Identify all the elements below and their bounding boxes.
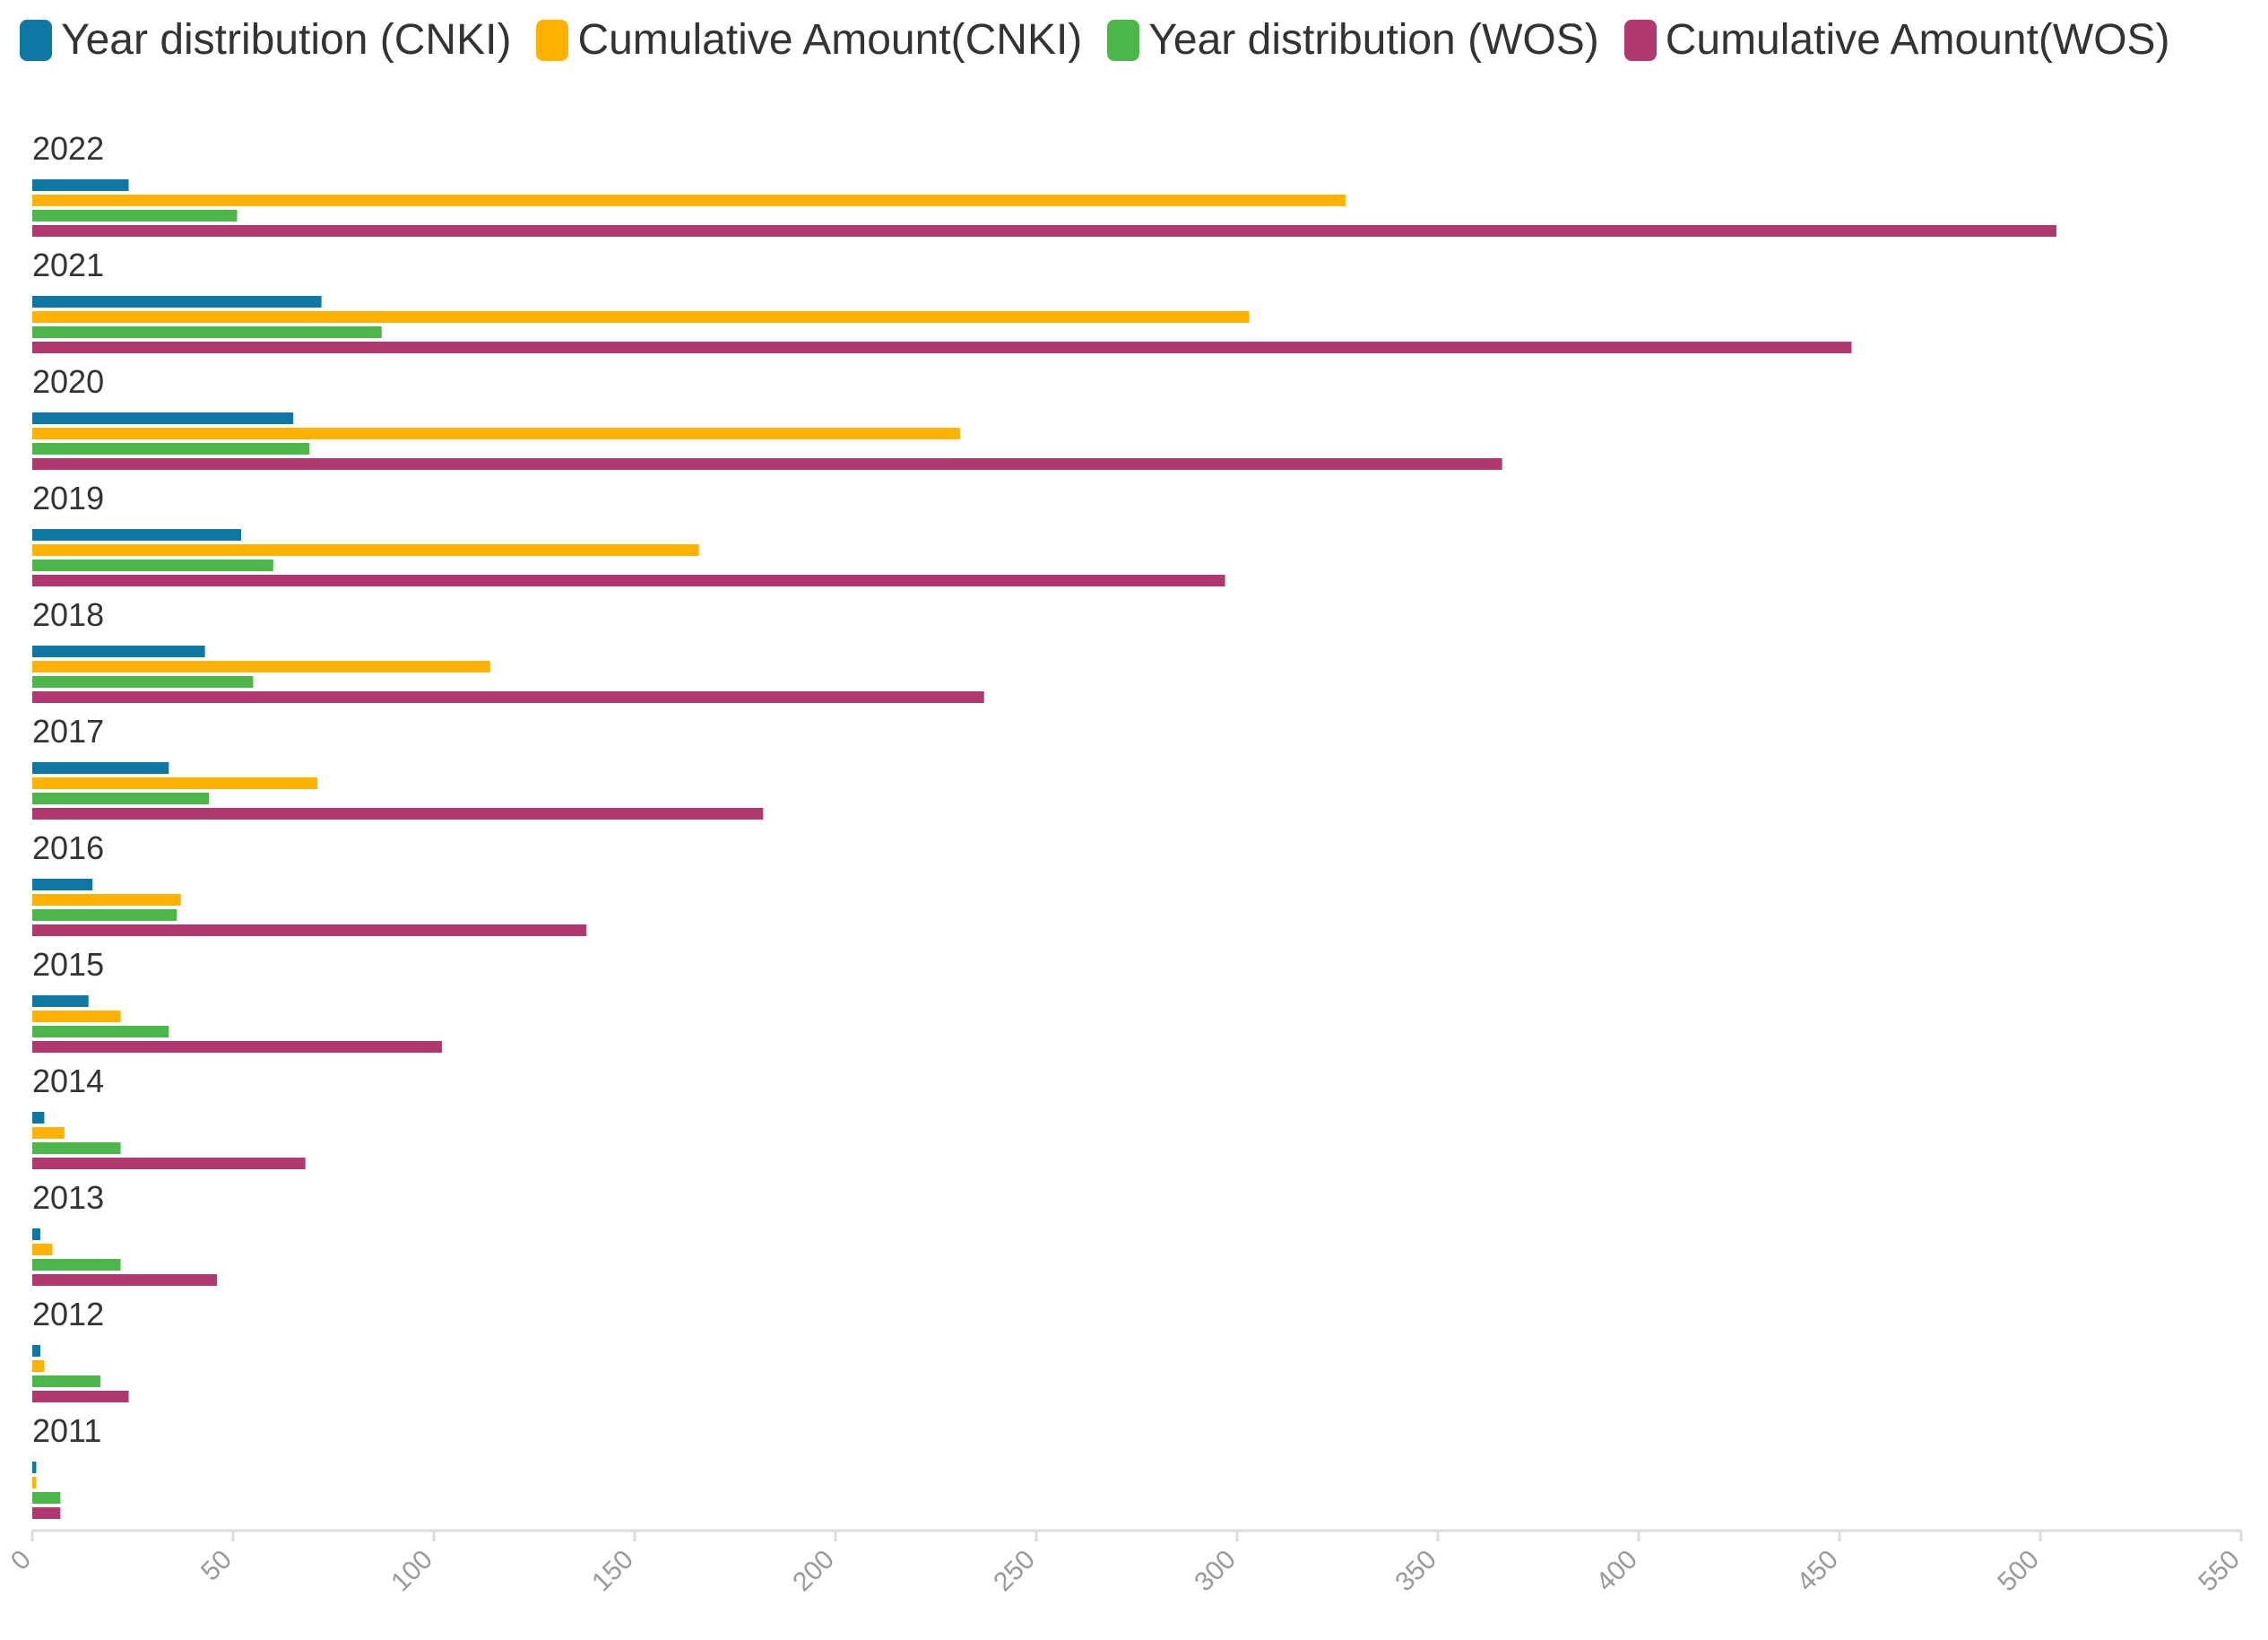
bar-2018-series-1 <box>32 646 205 657</box>
year-label-2018: 2018 <box>32 596 104 633</box>
bar-2017-series-1 <box>32 762 169 774</box>
year-label-2014: 2014 <box>32 1063 104 1099</box>
year-label-2013: 2013 <box>32 1179 104 1216</box>
bar-2011-series-2 <box>32 1477 37 1488</box>
bar-2018-series-3 <box>32 676 254 688</box>
legend-label-cumulative-cnki: Cumulative Amount(CNKI) <box>577 16 1083 64</box>
year-label-2022: 2022 <box>32 130 104 167</box>
x-tick-label-50: 50 <box>195 1545 238 1587</box>
x-tick-label-350: 350 <box>1389 1545 1442 1598</box>
bar-2018-series-4 <box>32 691 984 703</box>
legend-swatch-year-wos <box>1107 20 1140 61</box>
bar-2021-series-4 <box>32 342 1852 353</box>
bar-2015-series-4 <box>32 1041 442 1053</box>
bar-2013-series-2 <box>32 1244 53 1255</box>
legend-swatch-cumulative-cnki <box>536 20 569 61</box>
x-tick-label-400: 400 <box>1590 1545 1643 1598</box>
bar-2022-series-2 <box>32 195 1346 206</box>
legend-item-cumulative-wos[interactable]: Cumulative Amount(WOS) <box>1623 16 2170 65</box>
bar-2021-series-2 <box>32 311 1250 323</box>
x-tick-label-500: 500 <box>1992 1545 2045 1598</box>
bar-2022-series-3 <box>32 210 238 221</box>
bar-2016-series-3 <box>32 909 177 921</box>
bar-2014-series-2 <box>32 1127 65 1139</box>
bar-2012-series-4 <box>32 1391 129 1402</box>
bar-2019-series-4 <box>32 575 1225 586</box>
bar-2022-series-4 <box>32 225 2056 237</box>
bar-2020-series-3 <box>32 443 310 455</box>
bar-2014-series-3 <box>32 1142 121 1154</box>
bar-2014-series-4 <box>32 1158 306 1169</box>
legend: Year distribution (CNKI) Cumulative Amou… <box>20 16 2170 65</box>
bar-2013-series-3 <box>32 1259 121 1271</box>
bar-2019-series-1 <box>32 529 241 541</box>
bar-2015-series-1 <box>32 995 89 1007</box>
legend-swatch-year-cnki <box>20 20 52 61</box>
legend-swatch-cumulative-wos <box>1623 20 1657 61</box>
bar-2017-series-2 <box>32 777 318 789</box>
legend-label-year-cnki: Year distribution (CNKI) <box>61 16 512 64</box>
legend-item-year-cnki[interactable]: Year distribution (CNKI) <box>20 16 511 65</box>
x-tick-label-300: 300 <box>1189 1545 1242 1598</box>
bar-2017-series-4 <box>32 808 764 820</box>
legend-item-year-wos[interactable]: Year distribution (WOS) <box>1107 16 1599 65</box>
bar-2019-series-2 <box>32 544 699 556</box>
bar-2012-series-3 <box>32 1375 101 1387</box>
legend-label-year-wos: Year distribution (WOS) <box>1148 16 1599 64</box>
bar-2015-series-2 <box>32 1011 121 1022</box>
x-tick-label-150: 150 <box>586 1545 639 1598</box>
year-label-2016: 2016 <box>32 829 104 866</box>
year-label-2019: 2019 <box>32 480 104 516</box>
year-label-2012: 2012 <box>32 1296 104 1332</box>
x-tick-label-250: 250 <box>988 1545 1041 1598</box>
year-label-2017: 2017 <box>32 713 104 750</box>
year-label-2020: 2020 <box>32 363 104 400</box>
x-tick-label-450: 450 <box>1791 1545 1844 1598</box>
bar-2012-series-1 <box>32 1345 40 1357</box>
bar-2020-series-2 <box>32 428 960 439</box>
legend-label-cumulative-wos: Cumulative Amount(WOS) <box>1665 16 2170 64</box>
bar-2016-series-1 <box>32 879 93 890</box>
x-tick-label-0: 0 <box>5 1545 37 1576</box>
bar-2012-series-2 <box>32 1360 45 1372</box>
year-label-2011: 2011 <box>32 1412 101 1449</box>
bar-2014-series-1 <box>32 1112 45 1124</box>
bar-2013-series-1 <box>32 1228 40 1240</box>
year-label-2015: 2015 <box>32 946 104 983</box>
x-tick-label-100: 100 <box>385 1545 438 1598</box>
bar-2011-series-3 <box>32 1492 61 1504</box>
legend-item-cumulative-cnki[interactable]: Cumulative Amount(CNKI) <box>536 16 1082 65</box>
bar-2011-series-4 <box>32 1507 61 1519</box>
year-label-2021: 2021 <box>32 247 104 283</box>
bar-2013-series-4 <box>32 1274 218 1286</box>
bar-2018-series-2 <box>32 661 490 672</box>
bar-2021-series-3 <box>32 326 382 338</box>
x-tick-label-550: 550 <box>2193 1545 2246 1598</box>
bar-2015-series-3 <box>32 1026 169 1037</box>
bar-2020-series-1 <box>32 412 294 424</box>
bar-2019-series-3 <box>32 560 273 571</box>
bar-2020-series-4 <box>32 458 1502 470</box>
bar-2016-series-4 <box>32 924 587 936</box>
bar-2016-series-2 <box>32 894 181 906</box>
bar-2021-series-1 <box>32 296 322 308</box>
bar-2011-series-1 <box>32 1462 37 1473</box>
bar-2022-series-1 <box>32 179 129 191</box>
x-tick-label-200: 200 <box>787 1545 840 1598</box>
bar-2017-series-3 <box>32 793 210 804</box>
